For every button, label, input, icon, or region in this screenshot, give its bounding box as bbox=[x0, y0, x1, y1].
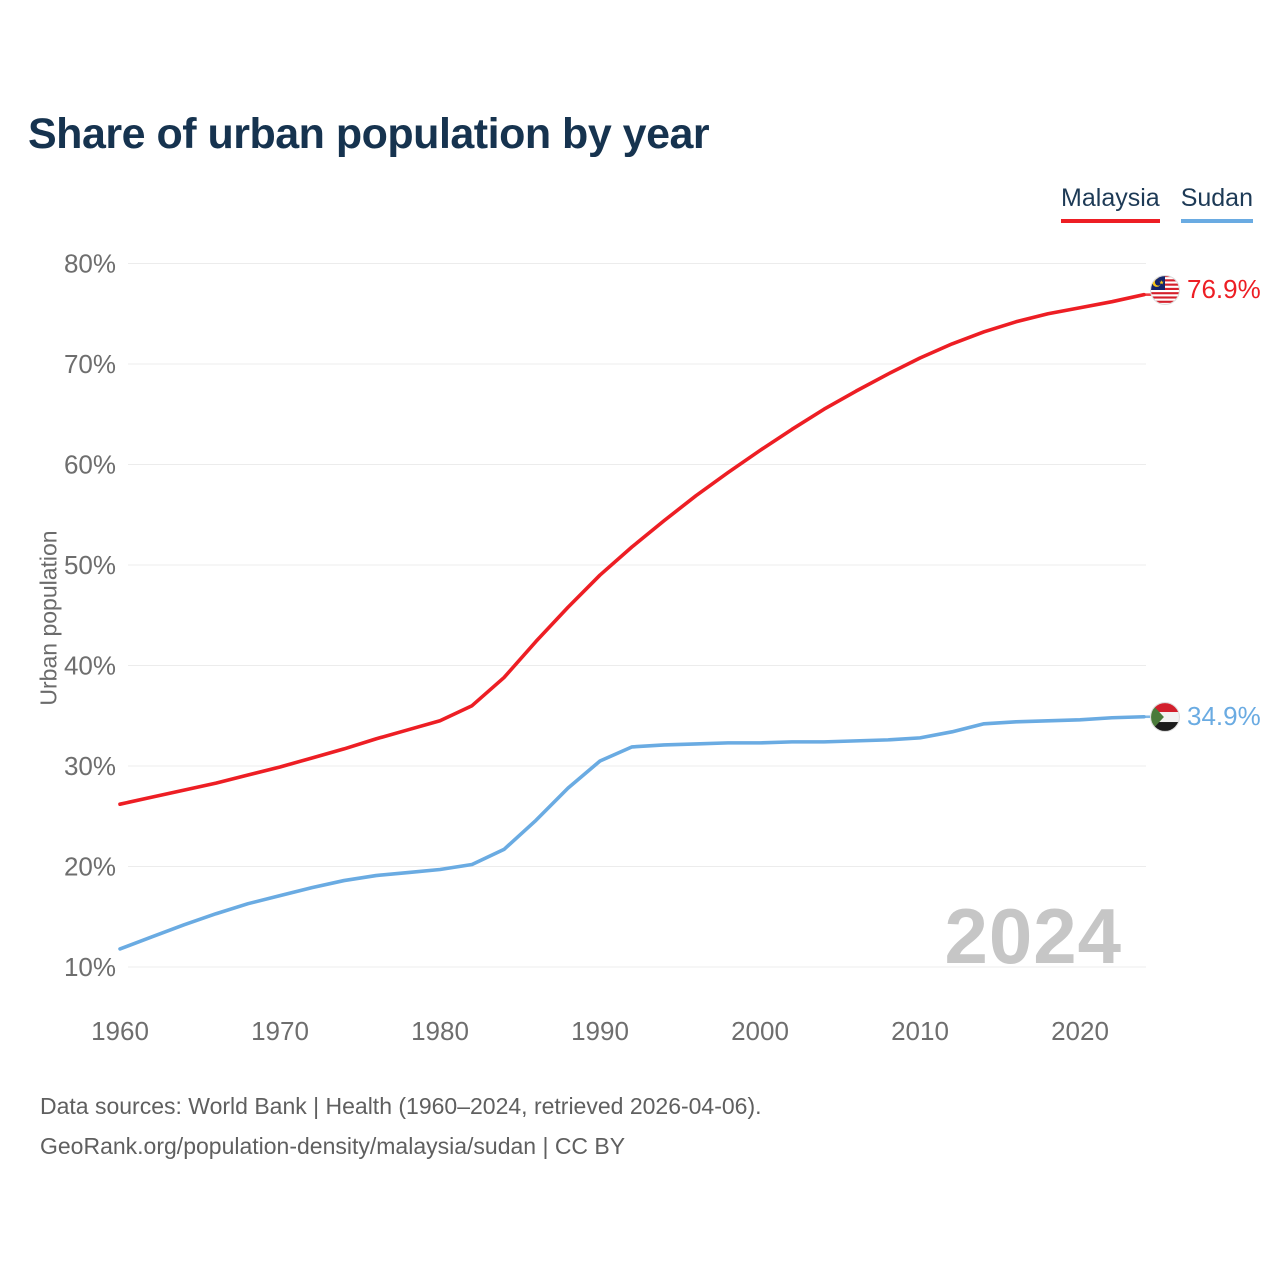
end-label-malaysia: 76.9% bbox=[1150, 274, 1261, 305]
y-tick-label: 60% bbox=[64, 450, 116, 480]
x-tick-label: 2020 bbox=[1051, 1016, 1109, 1046]
x-tick-label: 2010 bbox=[891, 1016, 949, 1046]
x-tick-label: 1990 bbox=[571, 1016, 629, 1046]
x-tick-label: 1970 bbox=[251, 1016, 309, 1046]
y-tick-label: 30% bbox=[64, 751, 116, 781]
malaysia-flag-icon bbox=[1150, 274, 1180, 305]
series-line-malaysia[interactable] bbox=[118, 292, 1146, 806]
legend-item-sudan[interactable]: Sudan bbox=[1180, 184, 1253, 223]
footer: Data sources: World Bank | Health (1960–… bbox=[40, 1086, 762, 1166]
legend-item-malaysia[interactable]: Malaysia bbox=[1061, 184, 1160, 223]
end-value-malaysia: 76.9% bbox=[1187, 274, 1261, 304]
end-value-sudan: 34.9% bbox=[1187, 701, 1261, 731]
sudan-flag-icon bbox=[1150, 701, 1180, 732]
y-tick-label: 70% bbox=[64, 349, 116, 379]
x-tick-label: 2000 bbox=[731, 1016, 789, 1046]
y-tick-label: 80% bbox=[64, 249, 116, 279]
watermark-year: 2024 bbox=[944, 892, 1122, 980]
x-tick-label: 1980 bbox=[411, 1016, 469, 1046]
y-tick-label: 10% bbox=[64, 952, 116, 982]
end-label-sudan: 34.9% bbox=[1150, 701, 1261, 732]
y-tick-label: 40% bbox=[64, 651, 116, 681]
series-line-sudan[interactable] bbox=[118, 714, 1146, 951]
y-tick-label: 20% bbox=[64, 852, 116, 882]
footer-sources-line: Data sources: World Bank | Health (1960–… bbox=[40, 1093, 762, 1119]
legend: Malaysia Sudan bbox=[1061, 184, 1253, 223]
page-title: Share of urban population by year bbox=[28, 110, 710, 158]
footer-link-line: GeoRank.org/population-density/malaysia/… bbox=[40, 1133, 626, 1159]
y-axis-title: Urban population bbox=[35, 530, 62, 706]
y-tick-label: 50% bbox=[64, 550, 116, 580]
x-tick-label: 1960 bbox=[91, 1016, 149, 1046]
